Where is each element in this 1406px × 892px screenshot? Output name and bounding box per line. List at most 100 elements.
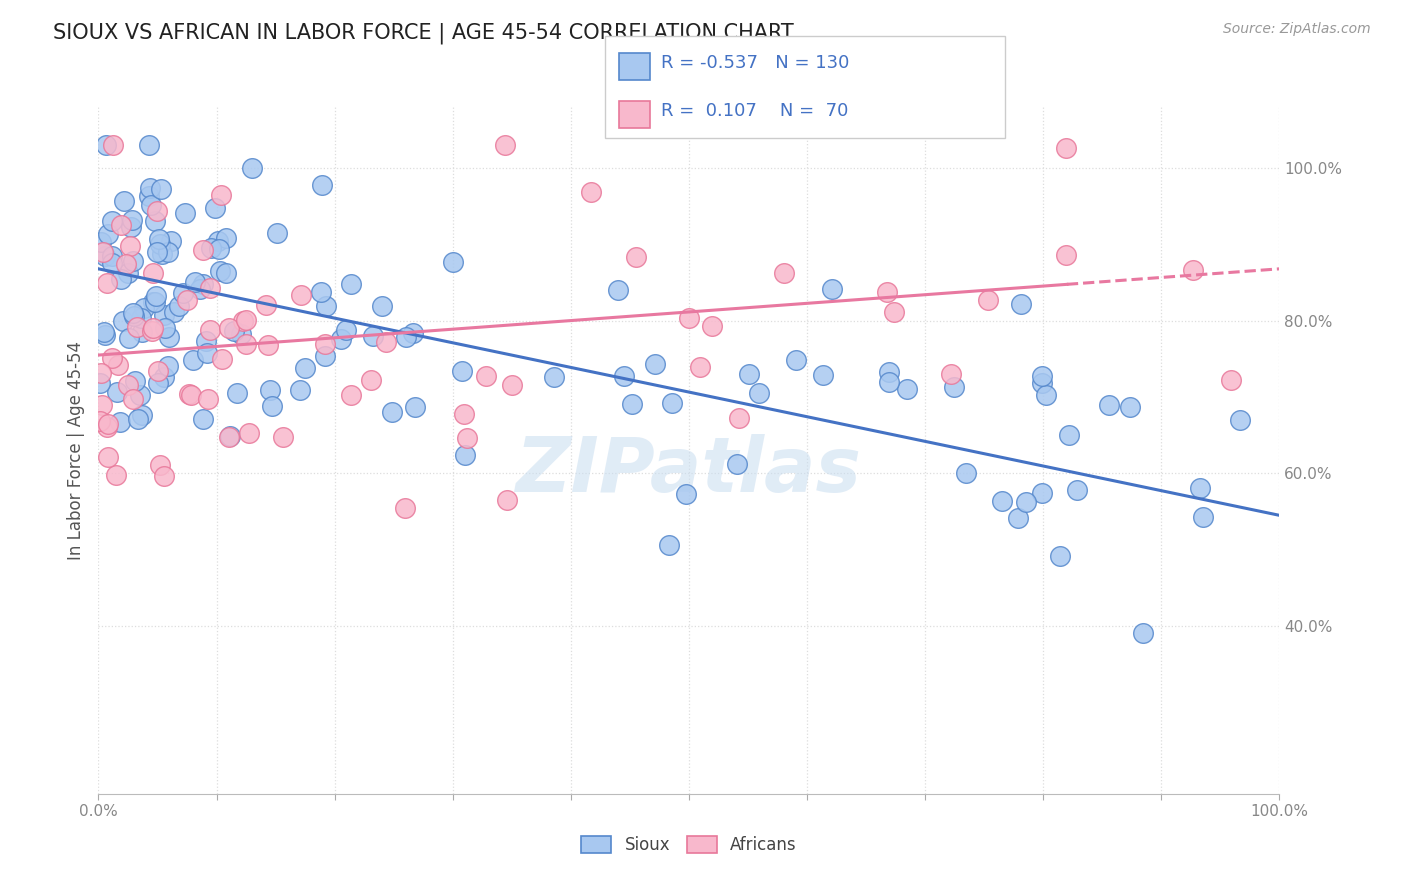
- Point: [621, 397, 644, 411]
- Point: [581, 186, 603, 200]
- Point: [1132, 625, 1154, 640]
- Point: [330, 332, 353, 346]
- Point: [728, 411, 751, 425]
- Point: [145, 203, 167, 218]
- Point: [145, 295, 167, 310]
- Point: [90, 398, 112, 412]
- Point: [474, 369, 496, 384]
- Point: [146, 244, 169, 259]
- Point: [644, 357, 666, 371]
- Point: [89, 376, 111, 391]
- Point: [157, 329, 180, 343]
- Point: [142, 321, 165, 335]
- Point: [105, 467, 128, 482]
- Point: [194, 334, 217, 348]
- Point: [94, 138, 117, 153]
- Point: [122, 305, 145, 319]
- Point: [110, 219, 132, 233]
- Point: [148, 232, 170, 246]
- Point: [198, 281, 221, 295]
- Point: [675, 487, 697, 501]
- Point: [142, 295, 165, 310]
- Point: [184, 275, 207, 289]
- Point: [191, 412, 214, 426]
- Point: [115, 257, 138, 271]
- Point: [238, 425, 260, 440]
- Point: [177, 387, 200, 401]
- Point: [157, 245, 180, 260]
- Point: [495, 493, 517, 508]
- Point: [198, 323, 221, 337]
- Point: [876, 285, 898, 299]
- Point: [456, 431, 478, 445]
- Point: [1098, 399, 1121, 413]
- Point: [314, 337, 336, 351]
- Point: [97, 450, 120, 465]
- Point: [215, 266, 238, 280]
- Point: [1057, 428, 1080, 442]
- Point: [288, 383, 311, 397]
- Point: [1219, 373, 1241, 387]
- Point: [153, 369, 176, 384]
- Point: [172, 286, 194, 301]
- Point: [122, 254, 145, 268]
- Point: [152, 468, 174, 483]
- Point: [112, 314, 135, 328]
- Point: [991, 494, 1014, 508]
- Point: [1007, 511, 1029, 525]
- Point: [96, 277, 118, 291]
- Point: [339, 388, 361, 402]
- Point: [494, 138, 516, 153]
- Point: [128, 387, 150, 401]
- Point: [97, 417, 120, 431]
- Point: [100, 214, 122, 228]
- Point: [110, 272, 132, 286]
- Point: [772, 266, 794, 280]
- Point: [259, 384, 281, 398]
- Point: [294, 361, 316, 376]
- Point: [101, 249, 124, 263]
- Point: [1054, 247, 1077, 261]
- Point: [124, 374, 146, 388]
- Point: [107, 358, 129, 372]
- Point: [96, 420, 118, 434]
- Point: [543, 370, 565, 384]
- Point: [748, 386, 770, 401]
- Point: [1066, 483, 1088, 497]
- Point: [309, 285, 332, 300]
- Point: [91, 245, 114, 260]
- Point: [381, 405, 404, 419]
- Point: [150, 246, 173, 260]
- Point: [89, 414, 111, 428]
- Point: [821, 282, 844, 296]
- Point: [1049, 549, 1071, 564]
- Point: [153, 308, 176, 322]
- Point: [138, 189, 160, 203]
- Point: [451, 364, 474, 378]
- Point: [132, 301, 155, 315]
- Point: [942, 380, 965, 394]
- Point: [702, 318, 724, 333]
- Point: [117, 378, 139, 392]
- Point: [1010, 297, 1032, 311]
- Point: [117, 266, 139, 280]
- Point: [120, 219, 142, 234]
- Point: [1189, 481, 1212, 495]
- Point: [176, 293, 198, 307]
- Point: [146, 376, 169, 391]
- Point: [738, 368, 761, 382]
- Point: [1035, 388, 1057, 402]
- Point: [395, 330, 418, 344]
- Point: [360, 373, 382, 387]
- Point: [139, 180, 162, 194]
- Point: [101, 256, 124, 270]
- Point: [155, 321, 177, 335]
- Point: [131, 311, 153, 326]
- Point: [394, 501, 416, 516]
- Legend: Sioux, Africans: Sioux, Africans: [575, 830, 803, 861]
- Point: [257, 338, 280, 352]
- Point: [271, 430, 294, 444]
- Point: [191, 277, 214, 291]
- Point: [896, 382, 918, 396]
- Point: [149, 458, 172, 472]
